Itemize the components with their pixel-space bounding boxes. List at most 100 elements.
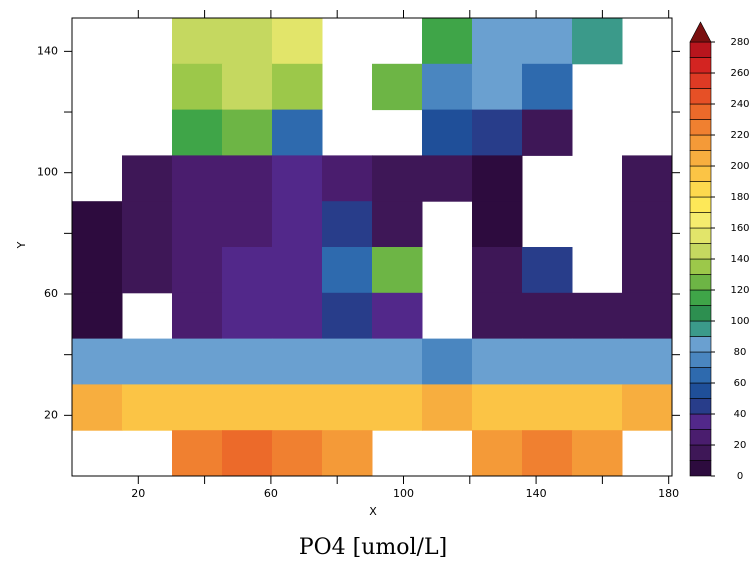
field-cell (622, 155, 673, 202)
field-cell (72, 201, 123, 248)
field-cell (522, 109, 573, 156)
colorbar-tick-label: 260 (730, 68, 749, 79)
field-cell (422, 384, 473, 431)
field-cell (572, 292, 623, 340)
field-cell (322, 338, 373, 385)
colorbar-box (689, 134, 712, 151)
colorbar-tick-label: 20 (734, 440, 747, 451)
field-cell (372, 201, 423, 248)
field-cell (122, 338, 173, 385)
y-tick-label: 100 (37, 166, 58, 179)
field-cell (222, 430, 273, 477)
colorbar-box (689, 305, 712, 322)
field-cell (72, 384, 123, 431)
colorbar-box (689, 119, 712, 136)
field-cell (372, 247, 423, 294)
colorbar-tick-label: 100 (730, 316, 749, 327)
field-cell (472, 201, 523, 248)
colorbar-tick-label: 180 (730, 192, 749, 203)
field-cell (122, 384, 173, 431)
field-cell (222, 109, 273, 156)
field-cell (172, 292, 223, 340)
colorbar-box (689, 429, 712, 446)
field-cell (522, 18, 573, 65)
field-cell (422, 338, 473, 385)
field-cell (372, 384, 423, 431)
colorbar-box (689, 351, 712, 368)
field-cell (72, 338, 123, 385)
field-cell (522, 384, 573, 431)
field-cell (272, 338, 323, 385)
field-cell (72, 247, 123, 294)
field-cell (422, 109, 473, 156)
colorbar-box (689, 444, 712, 461)
x-tick-label: 100 (393, 487, 414, 500)
field-cell (472, 155, 523, 202)
field-cell (472, 18, 523, 65)
field-cell (222, 155, 273, 202)
field-cell (572, 384, 623, 431)
field-cell (422, 63, 473, 111)
colorbar-box (689, 103, 712, 120)
field-cell (372, 155, 423, 202)
field-cell (222, 201, 273, 248)
colorbar-tick-label: 200 (730, 161, 749, 172)
colorbar-box (689, 57, 712, 74)
colorbar-box (689, 413, 712, 430)
field-cell (122, 201, 173, 248)
colorbar-box (689, 336, 712, 353)
field-cell (222, 384, 273, 431)
field-cell (272, 155, 323, 202)
field-cell (422, 155, 473, 202)
chart-title: PO4 [umol/L] (299, 535, 447, 560)
field-cell (522, 247, 573, 294)
field-cell (622, 201, 673, 248)
field-cell (472, 63, 523, 111)
field-cell (122, 247, 173, 294)
field-cell (322, 292, 373, 340)
field-cell (622, 384, 673, 431)
field-cell (522, 63, 573, 111)
field-cell (422, 18, 473, 65)
y-tick-label: 60 (44, 287, 58, 300)
field-cell (272, 247, 323, 294)
colorbar-box (689, 382, 712, 399)
field-cell (172, 201, 223, 248)
field-cell (172, 384, 223, 431)
colorbar-box (689, 258, 712, 275)
colorbar-box (689, 88, 712, 105)
field-cell (472, 109, 523, 156)
field-cell (172, 338, 223, 385)
field-cell (622, 247, 673, 294)
colorbar-box (689, 196, 712, 213)
field-cell (122, 155, 173, 202)
field-cell (272, 109, 323, 156)
field-cell (322, 430, 373, 477)
field-cell (172, 63, 223, 111)
field-cell (272, 292, 323, 340)
field-cell (172, 155, 223, 202)
x-axis-label: X (369, 505, 377, 518)
colorbar-tick-label: 160 (730, 223, 749, 234)
colorbar-box (689, 243, 712, 260)
y-tick-label: 20 (44, 408, 58, 421)
field-cell (622, 338, 673, 385)
x-tick-label: 140 (526, 487, 547, 500)
colorbar-tick-label: 40 (734, 409, 747, 420)
field-cell (222, 247, 273, 294)
colorbar-box (689, 72, 712, 89)
field-cell (472, 292, 523, 340)
colorbar-box (689, 165, 712, 182)
field-cell (172, 109, 223, 156)
field-cell (472, 384, 523, 431)
colorbar-tick-label: 280 (730, 37, 749, 48)
field-cell (572, 18, 623, 65)
field-cell (522, 430, 573, 477)
y-axis-label: Y (15, 241, 28, 249)
colorbar-tick-label: 80 (734, 347, 747, 358)
colorbar-box (689, 320, 712, 337)
field-cell (222, 63, 273, 111)
colorbar-box (689, 181, 712, 198)
